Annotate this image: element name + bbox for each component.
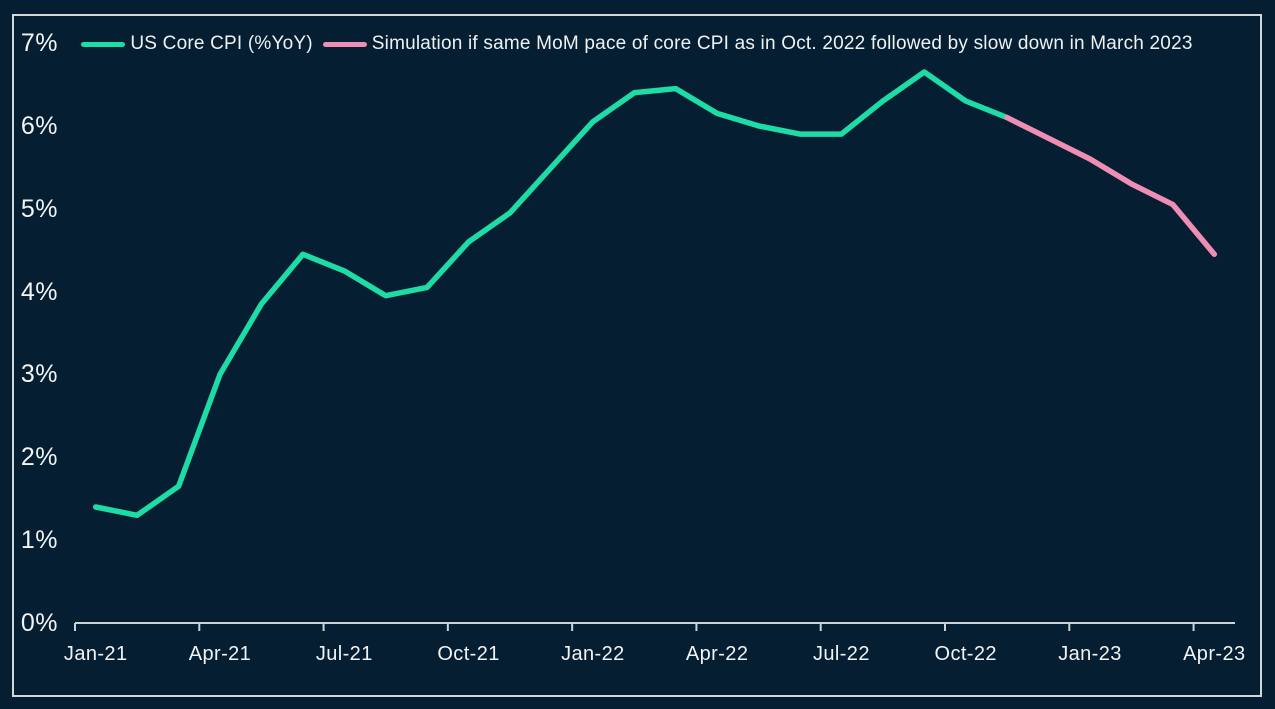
x-tick-label: Apr-22 xyxy=(685,643,749,665)
x-tick-label: Jan-23 xyxy=(1058,643,1122,665)
series-line-simulation xyxy=(1004,114,1218,258)
y-tick-label: 0% xyxy=(20,609,58,637)
x-tick-label: Jan-21 xyxy=(63,643,128,665)
x-tick-label: Oct-21 xyxy=(437,643,500,665)
x-tick-label: Jul-21 xyxy=(315,643,373,665)
x-tick-label: Apr-21 xyxy=(188,643,252,665)
y-tick-label: 1% xyxy=(20,526,58,555)
legend-swatch-actual xyxy=(81,41,126,47)
y-tick-label: 2% xyxy=(20,443,58,472)
y-tick-label: 4% xyxy=(20,277,58,306)
series-line-actual xyxy=(92,69,1010,519)
legend-label-simulation: Simulation if same MoM pace of core CPI … xyxy=(371,33,1193,54)
legend-swatch-simulation xyxy=(322,41,367,47)
legend-item-simulation: Simulation if same MoM pace of core CPI … xyxy=(322,33,1193,55)
y-tick-label: 6% xyxy=(20,111,58,140)
x-tick-label: Jan-22 xyxy=(561,643,625,665)
legend: US Core CPI (%YoY) Simulation if same Mo… xyxy=(12,29,1262,59)
legend-item-actual: US Core CPI (%YoY) xyxy=(81,33,313,55)
y-tick-label: 5% xyxy=(20,194,58,223)
x-tick-label: Apr-23 xyxy=(1183,643,1246,665)
chart-frame xyxy=(12,14,1262,697)
y-tick-label: 3% xyxy=(20,360,58,389)
x-tick-label: Jul-22 xyxy=(812,643,870,665)
x-tick-label: Oct-22 xyxy=(934,643,997,665)
legend-label-actual: US Core CPI (%YoY) xyxy=(130,33,313,54)
y-tick-label: 7% xyxy=(20,29,58,57)
